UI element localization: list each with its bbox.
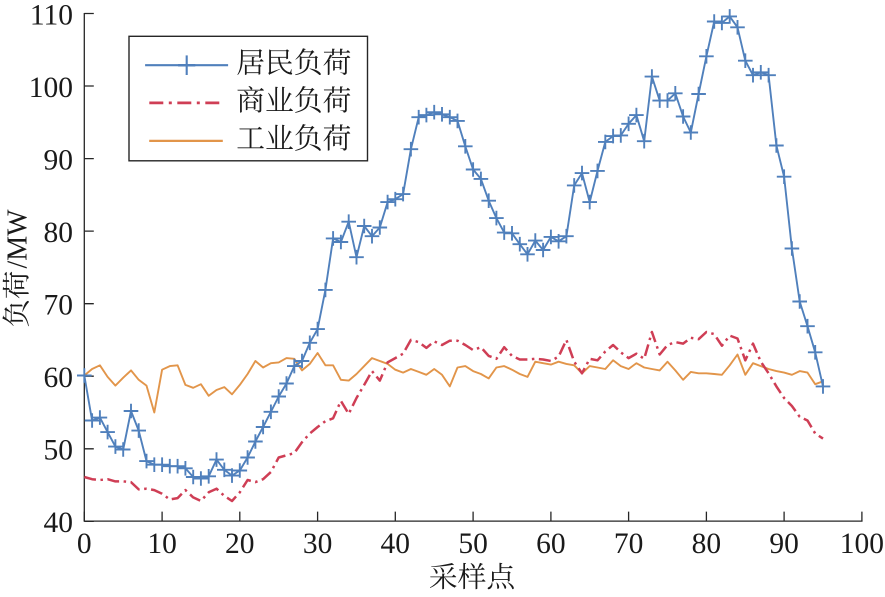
svg-text:70: 70 bbox=[614, 528, 644, 560]
svg-text:20: 20 bbox=[225, 528, 255, 560]
svg-text:70: 70 bbox=[44, 290, 74, 322]
svg-text:30: 30 bbox=[303, 528, 333, 560]
svg-text:60: 60 bbox=[44, 362, 74, 394]
svg-text:10: 10 bbox=[147, 528, 177, 560]
svg-text:60: 60 bbox=[536, 528, 566, 560]
svg-text:50: 50 bbox=[458, 528, 488, 560]
svg-text:90: 90 bbox=[769, 528, 799, 560]
svg-text:80: 80 bbox=[692, 528, 722, 560]
svg-text:0: 0 bbox=[77, 528, 92, 560]
svg-text:40: 40 bbox=[44, 507, 74, 539]
svg-text:110: 110 bbox=[30, 0, 73, 31]
svg-text:50: 50 bbox=[44, 435, 74, 467]
svg-text:90: 90 bbox=[44, 144, 74, 176]
svg-text:100: 100 bbox=[840, 528, 884, 560]
svg-text:80: 80 bbox=[44, 217, 74, 249]
svg-text:100: 100 bbox=[29, 72, 73, 104]
svg-text:/MW: /MW bbox=[3, 209, 34, 269]
svg-text:40: 40 bbox=[381, 528, 411, 560]
